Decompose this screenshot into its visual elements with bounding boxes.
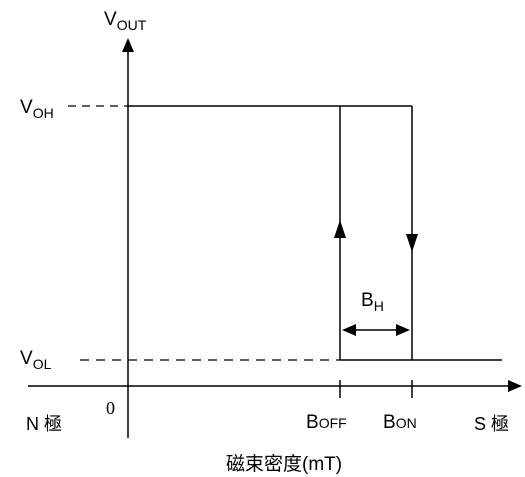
voh-label: VOH: [20, 97, 54, 121]
bon-label: BON: [383, 412, 417, 433]
x-axis-arrowhead: [508, 380, 522, 392]
vol-label: VOL: [20, 348, 52, 372]
y-axis-arrowhead: [122, 38, 134, 52]
boff-label: BOFF: [306, 412, 347, 433]
bon-down-arrow: [406, 234, 418, 252]
y-axis-label: VOUT: [104, 9, 147, 33]
s-pole-label: S 極: [474, 414, 509, 434]
x-axis-title: 磁束密度(mT): [226, 453, 342, 475]
bh-right-arrowhead: [396, 324, 410, 336]
n-pole-label: N 極: [26, 414, 62, 434]
origin-label: 0: [106, 398, 115, 418]
boff-up-arrow: [334, 220, 346, 238]
bh-left-arrowhead: [342, 324, 356, 336]
bh-label: BH: [361, 290, 384, 314]
